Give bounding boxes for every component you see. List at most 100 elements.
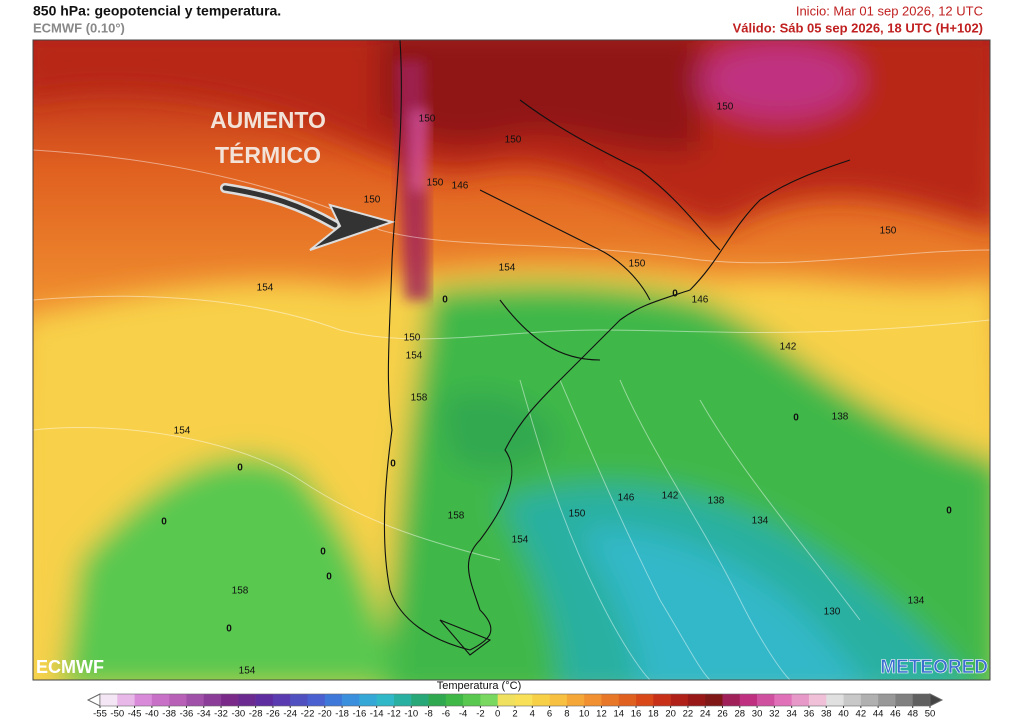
colorbar-tick-label: 30: [752, 709, 763, 720]
colorbar-tick-label: -32: [214, 709, 228, 720]
colorbar-swatch: [445, 694, 464, 706]
annotation-line: TÉRMICO: [215, 141, 321, 168]
colorbar-tick-label: -2: [476, 709, 484, 720]
colorbar-tick-label: 42: [856, 709, 867, 720]
contour-label: 158: [411, 393, 428, 404]
colorbar-swatch: [376, 694, 395, 706]
colorbar-arrow: [86, 693, 101, 707]
colorbar-swatch: [186, 694, 205, 706]
colorbar-swatch: [411, 694, 429, 706]
colorbar-tick-label: -20: [318, 709, 332, 720]
contour-label: 150: [880, 226, 897, 237]
contour-label: 154: [239, 666, 256, 677]
contour-label: 150: [364, 195, 381, 206]
colorbar-swatch: [272, 694, 291, 706]
colorbar-tick-label: 28: [735, 709, 746, 720]
colorbar-swatch: [584, 694, 602, 706]
contour-label: 130: [824, 607, 841, 618]
colorbar-tick-label: -40: [145, 709, 159, 720]
colorbar-tick-label: 24: [700, 709, 711, 720]
map-field: [33, 40, 990, 680]
colorbar-tick-label: -34: [197, 709, 211, 720]
model-name: ECMWF (0.10°): [33, 20, 125, 35]
colorbar-swatch: [290, 694, 308, 706]
colorbar-tick-label: -16: [353, 709, 367, 720]
map-title: 850 hPa: geopotencial y temperatura.: [33, 3, 281, 19]
contour-label: 0: [226, 624, 232, 635]
colorbar-swatch: [618, 694, 637, 706]
colorbar-tick-label: 8: [564, 709, 569, 720]
contour-label: 134: [908, 596, 925, 607]
colorbar-swatch: [670, 694, 689, 706]
colorbar-tick-label: 4: [530, 709, 535, 720]
contour-label: 150: [717, 102, 734, 113]
contour-label: 154: [257, 283, 274, 294]
contour-label: 154: [174, 426, 191, 437]
colorbar-tick-label: -36: [180, 709, 194, 720]
contour-label: 0: [442, 295, 448, 306]
colorbar-tick-label: 12: [596, 709, 607, 720]
colorbar-swatch: [774, 694, 792, 706]
colorbar-tick-label: -26: [266, 709, 280, 720]
contour-label: 0: [320, 547, 326, 558]
colorbar-swatch: [860, 694, 879, 706]
colorbar-swatch: [843, 694, 862, 706]
colorbar-swatch: [428, 694, 447, 706]
colorbar-tick-label: -4: [459, 709, 467, 720]
contour-label: 0: [390, 459, 396, 470]
colorbar-swatch: [238, 694, 256, 706]
colorbar-swatch: [480, 694, 499, 706]
colorbar: -55 -50 -45 -40 -38 -36 -34 -32 -30 -28 -26 -24 -22-…: [86, 693, 944, 720]
contour-label: 158: [448, 511, 465, 522]
contour-label: 154: [499, 263, 516, 274]
colorbar-tick-label: 34: [786, 709, 797, 720]
colorbar-swatch: [497, 694, 516, 706]
contour-label: 146: [692, 295, 709, 306]
contour-label: 150: [427, 178, 444, 189]
colorbar-tick-label: 48: [907, 709, 918, 720]
contour-label: 0: [793, 413, 799, 424]
colorbar-title: Temperatura (°C): [437, 680, 521, 692]
colorbar-tick-label: -38: [162, 709, 176, 720]
colorbar-swatch: [687, 694, 706, 706]
colorbar-tick-label: -28: [249, 709, 263, 720]
colorbar-swatch: [134, 694, 153, 706]
colorbar-tick-label: 22: [683, 709, 694, 720]
colorbar-tick-label: 6: [547, 709, 552, 720]
contour-label: 138: [832, 412, 849, 423]
colorbar-swatch: [463, 694, 481, 706]
contour-label: 142: [662, 491, 679, 502]
colorbar-tick-label: 46: [890, 709, 901, 720]
colorbar-swatch: [324, 694, 343, 706]
colorbar-tick-label: 38: [821, 709, 832, 720]
colorbar-tick-label: 10: [579, 709, 590, 720]
contour-label: 146: [452, 181, 469, 192]
colorbar-tick-label: 26: [717, 709, 728, 720]
colorbar-tick-label: -30: [231, 709, 245, 720]
colorbar-swatch: [757, 694, 775, 706]
contour-label: 0: [946, 506, 952, 517]
colorbar-tick-label: -6: [442, 709, 450, 720]
colorbar-arrow: [929, 693, 944, 707]
colorbar-tick-label: -45: [128, 709, 142, 720]
colorbar-swatch: [722, 694, 741, 706]
contour-label: 142: [780, 342, 797, 353]
colorbar-swatch: [549, 694, 568, 706]
colorbar-tick-label: -14: [370, 709, 384, 720]
contour-label: 0: [237, 463, 243, 474]
contour-label: 158: [232, 586, 249, 597]
colorbar-swatch: [515, 694, 533, 706]
contour-label: 150: [505, 135, 522, 146]
colorbar-swatch: [636, 694, 654, 706]
colorbar-tick-label: -8: [424, 709, 432, 720]
colorbar-swatch: [342, 694, 360, 706]
colorbar-tick-label: 44: [873, 709, 884, 720]
colorbar-tick-label: 18: [648, 709, 659, 720]
colorbar-tick-label: -18: [335, 709, 349, 720]
contour-label: 146: [618, 493, 635, 504]
colorbar-swatch: [705, 694, 723, 706]
colorbar-swatch: [601, 694, 620, 706]
annotation-line: AUMENTO: [210, 107, 326, 133]
contour-label: 150: [569, 509, 586, 520]
contour-label: 150: [419, 114, 436, 125]
